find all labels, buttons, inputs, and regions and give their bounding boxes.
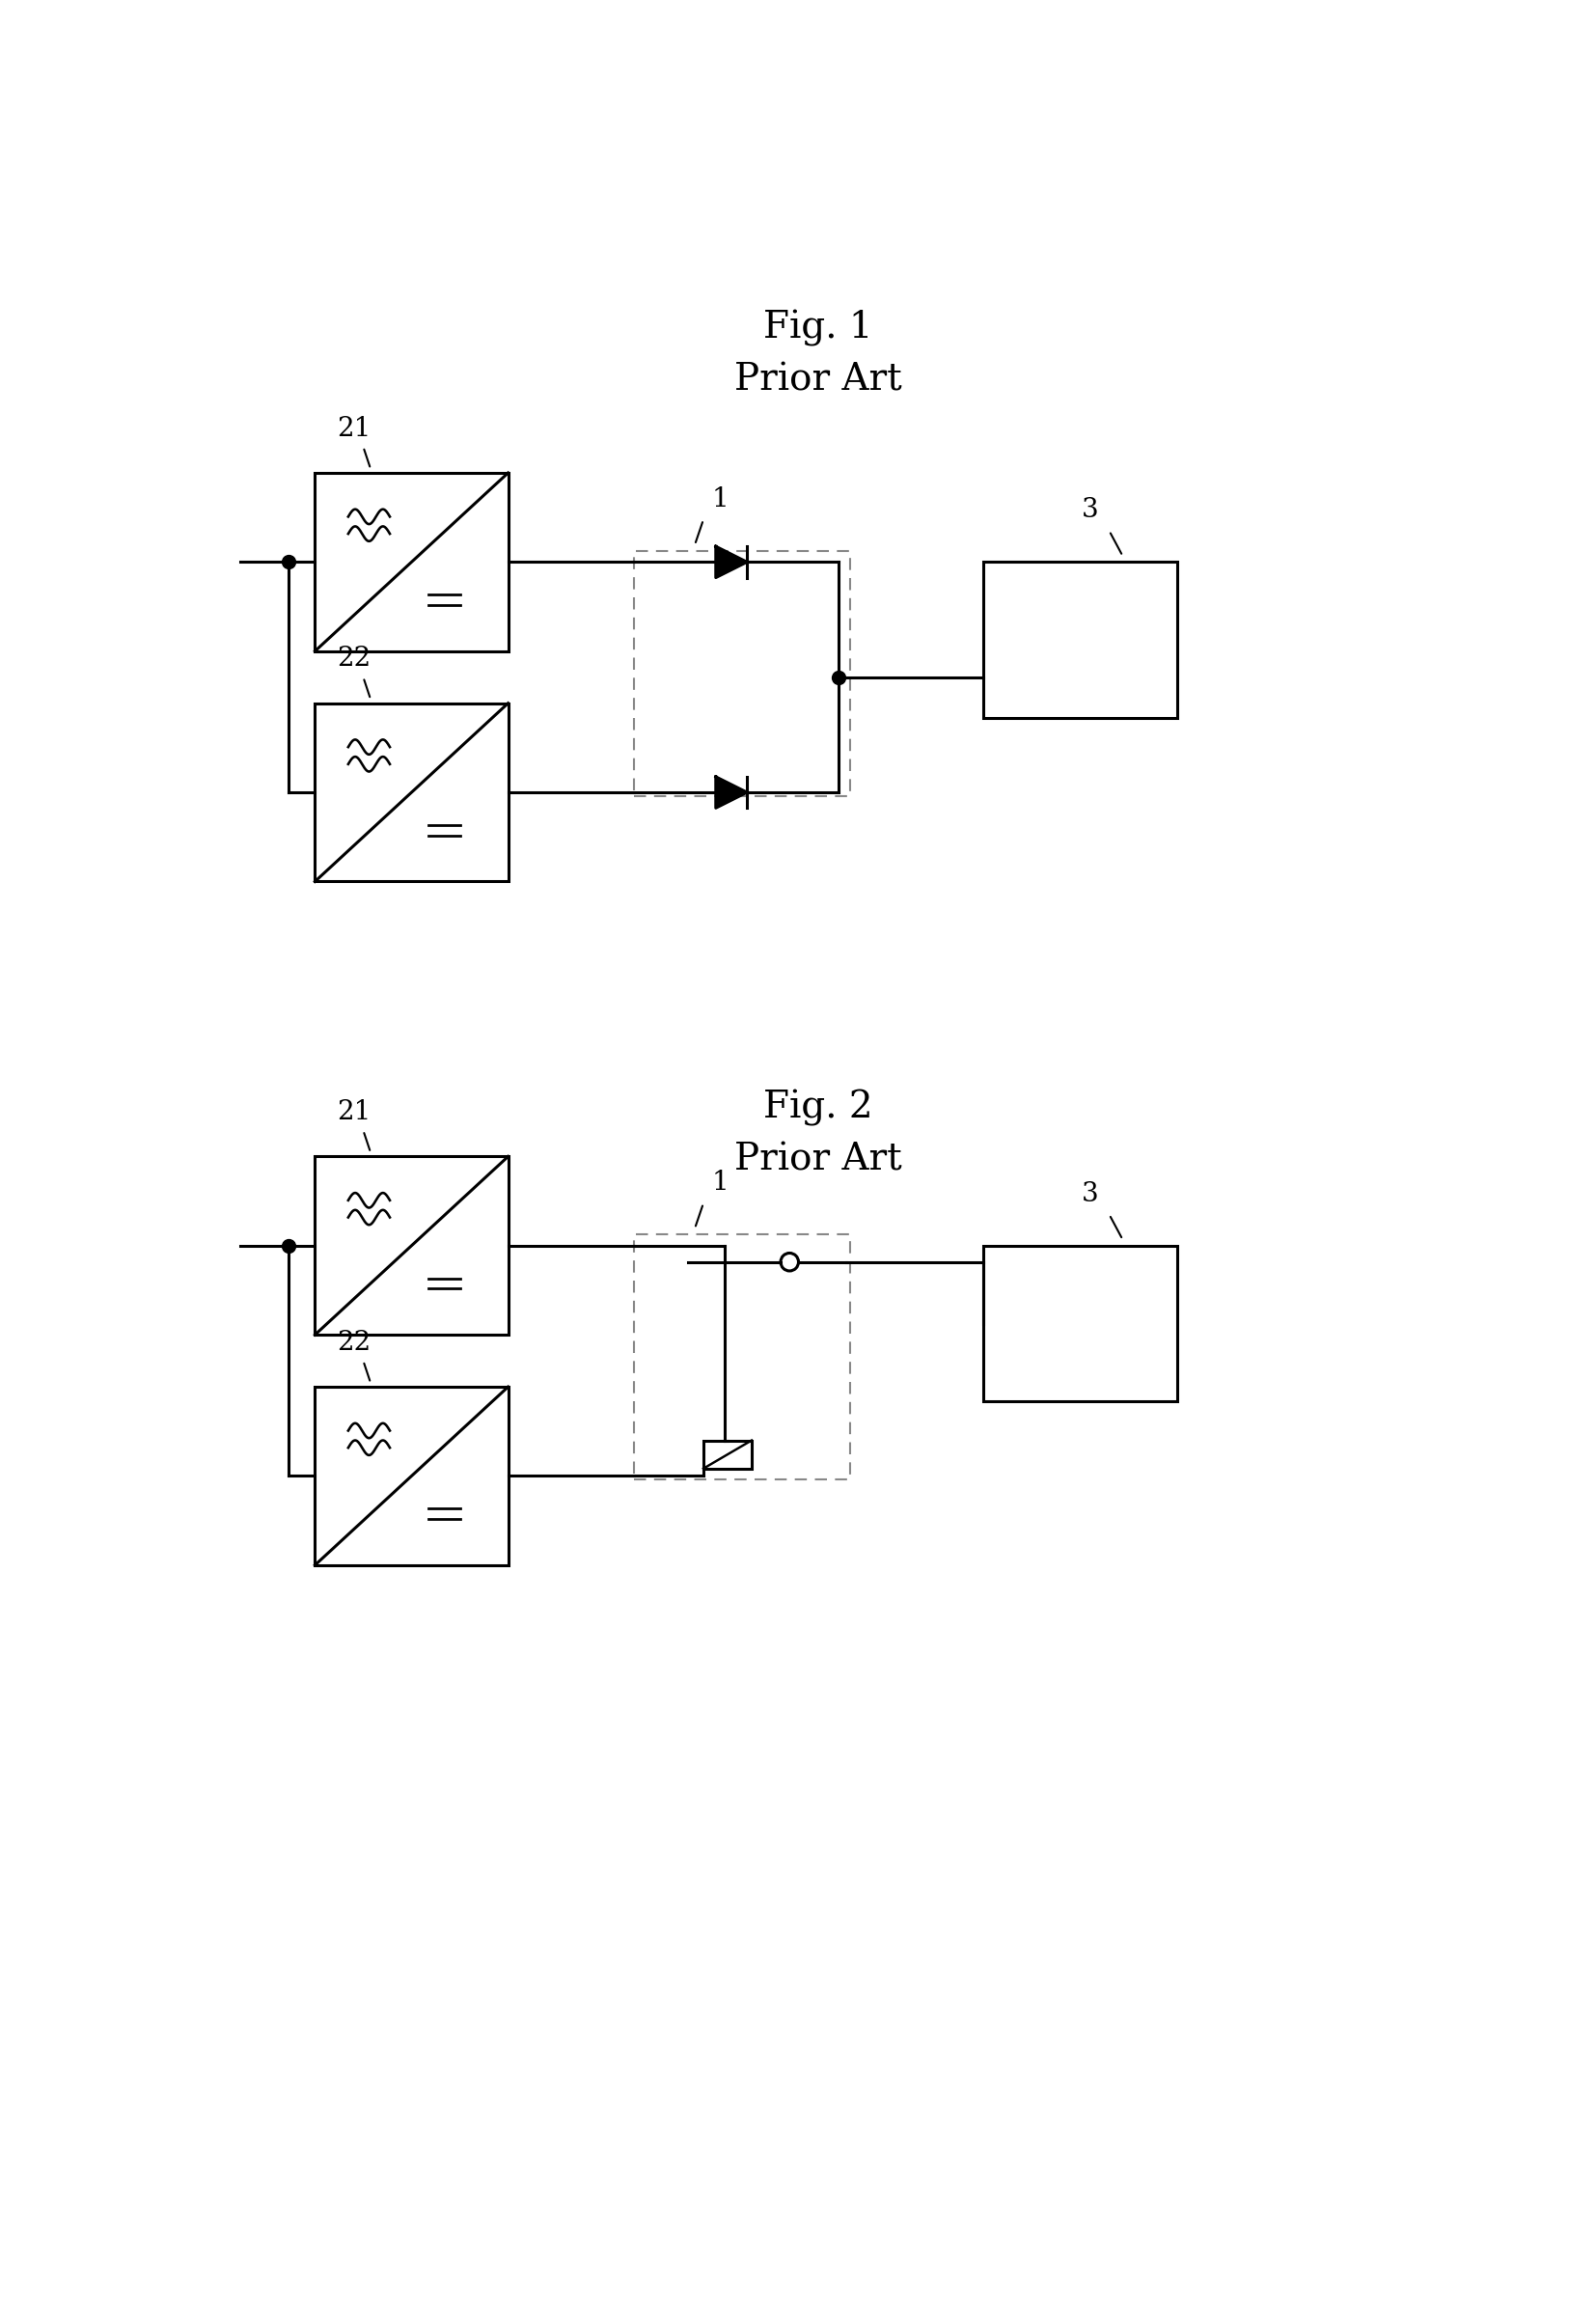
Bar [635,1235,851,1479]
Text: 1: 1 [712,1171,729,1196]
Polygon shape [715,547,747,577]
Text: Fig. 1: Fig. 1 [763,311,873,345]
Text: Prior Art: Prior Art [734,362,902,399]
Bar [314,1386,508,1565]
Bar [983,561,1176,719]
Text: 3: 3 [1082,1180,1098,1208]
Bar [314,702,508,881]
Text: 3: 3 [1082,498,1098,524]
Bar [314,473,508,651]
Bar [983,1245,1176,1402]
Text: 22: 22 [337,647,372,672]
Bar [314,1157,508,1335]
Text: Fig. 2: Fig. 2 [763,1089,873,1127]
Text: 21: 21 [337,1099,372,1124]
Text: Prior Art: Prior Art [734,1143,902,1178]
Text: 22: 22 [337,1331,372,1356]
Bar [704,1439,752,1470]
Text: 1: 1 [712,487,729,512]
Bar [635,552,851,795]
Polygon shape [715,777,747,809]
Text: 21: 21 [337,415,372,443]
